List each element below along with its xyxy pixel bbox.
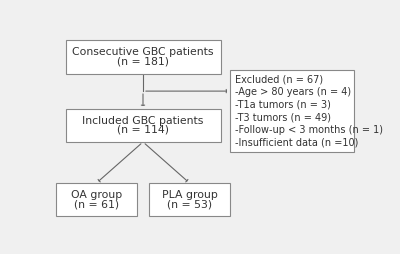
Text: Included GBC patients: Included GBC patients (82, 116, 204, 126)
Text: PLA group: PLA group (162, 190, 218, 200)
FancyBboxPatch shape (66, 40, 220, 73)
Text: Consecutive GBC patients: Consecutive GBC patients (72, 47, 214, 57)
Text: (n = 114): (n = 114) (117, 125, 169, 135)
Text: (n = 53): (n = 53) (167, 199, 212, 209)
Text: -T1a tumors (n = 3): -T1a tumors (n = 3) (235, 100, 331, 110)
Text: (n = 181): (n = 181) (117, 57, 169, 67)
FancyBboxPatch shape (66, 109, 220, 142)
Text: (n = 61): (n = 61) (74, 199, 119, 209)
FancyBboxPatch shape (230, 70, 354, 152)
Text: -Insufficient data (n =10): -Insufficient data (n =10) (235, 138, 359, 148)
FancyBboxPatch shape (56, 183, 137, 216)
Text: -Follow-up < 3 months (n = 1): -Follow-up < 3 months (n = 1) (235, 125, 383, 135)
FancyBboxPatch shape (149, 183, 230, 216)
Text: -T3 tumors (n = 49): -T3 tumors (n = 49) (235, 113, 331, 123)
Text: OA group: OA group (71, 190, 122, 200)
Text: -Age > 80 years (n = 4): -Age > 80 years (n = 4) (235, 87, 352, 97)
Text: Excluded (n = 67): Excluded (n = 67) (235, 74, 324, 85)
